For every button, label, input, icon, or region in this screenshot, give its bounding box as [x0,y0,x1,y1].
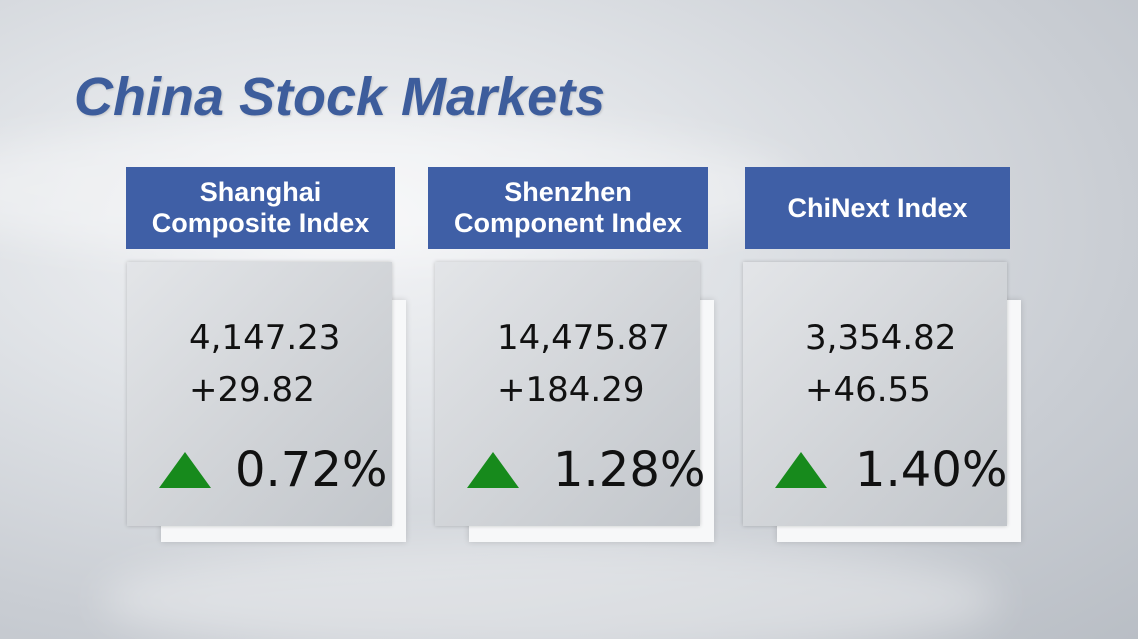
percent-change: 1.28% [553,442,706,498]
index-value: 14,475.87 [497,318,671,358]
percent-change: 0.72% [235,442,388,498]
card-header: Shenzhen Component Index [428,167,708,249]
index-value: 4,147.23 [189,318,341,358]
percent-change: 1.40% [855,442,1008,498]
up-arrow [775,452,827,488]
index-change: +184.29 [497,370,645,410]
index-value: 3,354.82 [805,318,957,358]
card: 14,475.87 +184.29 1.28% [435,262,705,526]
background-glow [100,540,1000,639]
index-change: +29.82 [189,370,315,410]
card-header: Shanghai Composite Index [126,167,395,249]
card: 3,354.82 +46.55 1.40% [743,262,1007,526]
title: China Stock Markets [74,67,606,127]
up-arrow [467,452,519,488]
card: 4,147.23 +29.82 0.72% [127,262,392,526]
index-change: +46.55 [805,370,931,410]
up-arrow [159,452,211,488]
card-header: ChiNext Index [745,167,1010,249]
